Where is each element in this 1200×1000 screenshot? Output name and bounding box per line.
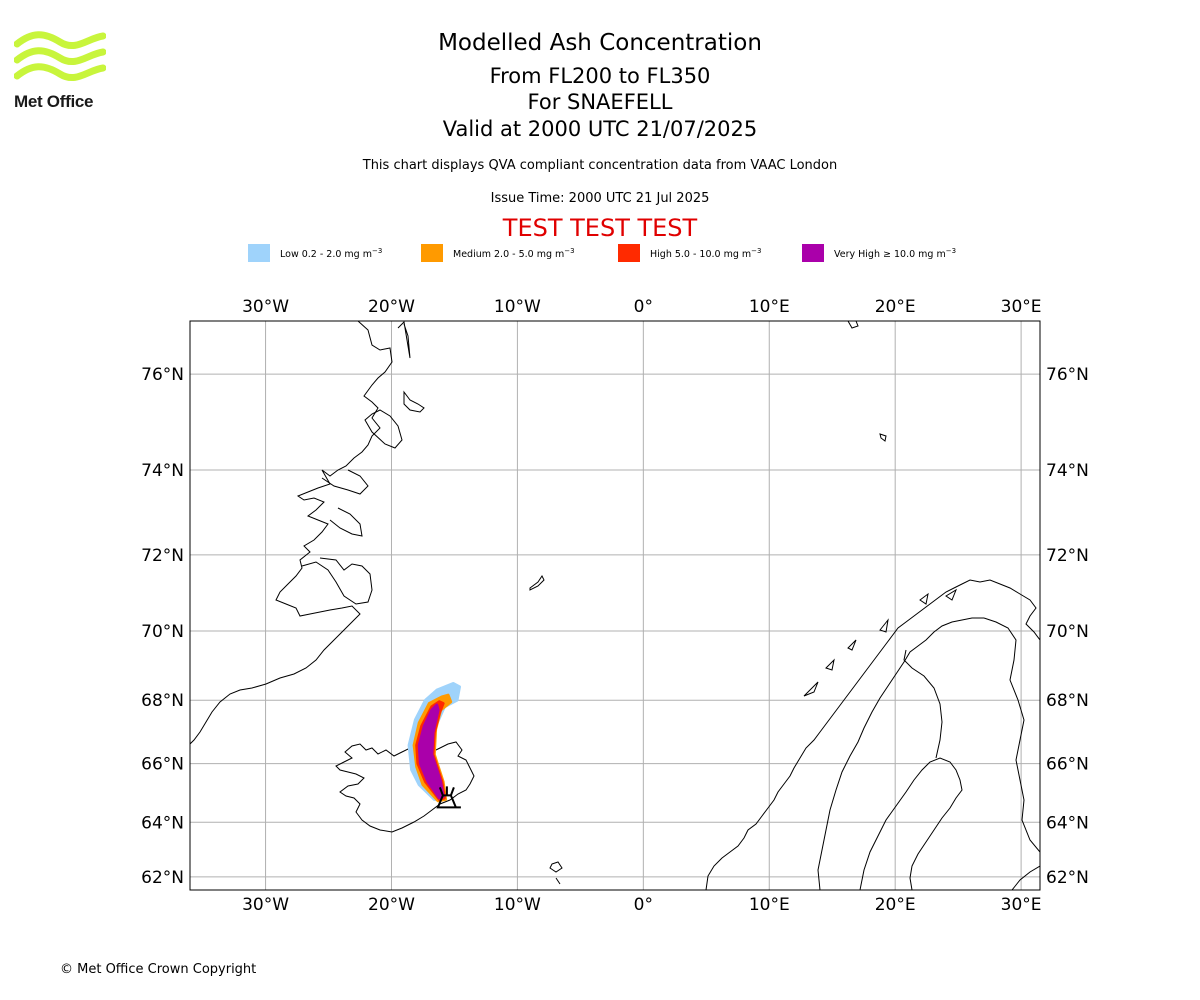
- lon-tick-label-top: 30°E: [1001, 297, 1042, 317]
- legend-label-medium: Medium 2.0 - 5.0 mg m: [453, 249, 565, 261]
- lat-tick-label-right: 68°N: [1046, 691, 1089, 711]
- coastline-greenland-fjord-3: [321, 469, 369, 495]
- coastline-iceland: [335, 741, 475, 833]
- axis-labels: 30°W 30°W 20°W 20°W 10°W 10°W 0° 0° 10°E 10°E 20°E…: [141, 297, 1089, 915]
- legend-label-high: High 5.0 - 10.0 mg m: [650, 249, 752, 261]
- met-office-logo: Met Office: [13, 30, 107, 112]
- lat-tick-label-left: 68°N: [141, 691, 184, 711]
- lat-tick-label-left: 64°N: [141, 813, 184, 833]
- volcano-symbol: [436, 786, 461, 809]
- legend-swatch-medium: [421, 244, 443, 262]
- coastline-finland-south: [1011, 865, 1040, 890]
- coastline-greenland-fjord-5: [301, 557, 373, 605]
- lon-tick-label-bottom: 10°W: [494, 895, 541, 915]
- lat-tick-label-left: 66°N: [141, 755, 184, 775]
- coastline-gulf-of-bothnia: [859, 757, 963, 890]
- lat-tick-label-left: 74°N: [141, 461, 184, 481]
- lon-tick-label-bottom: 10°E: [749, 895, 790, 915]
- lat-tick-label-right: 62°N: [1046, 868, 1089, 888]
- legend-swatch-very-high: [802, 244, 824, 262]
- volcano-marker-icon: [436, 786, 461, 809]
- flight-level-range: From FL200 to FL350: [489, 64, 711, 88]
- logo-wave-2: [13, 47, 107, 66]
- lat-tick-label-right: 64°N: [1046, 813, 1089, 833]
- lat-tick-label-right: 66°N: [1046, 755, 1089, 775]
- issue-time: Issue Time: 2000 UTC 21 Jul 2025: [490, 191, 710, 206]
- volcano-name: For SNAEFELL: [527, 90, 673, 114]
- lon-tick-label-bottom: 30°W: [242, 895, 289, 915]
- lat-tick-label-right: 72°N: [1046, 546, 1089, 566]
- coastlines: [190, 321, 1040, 890]
- legend-exp-high: −3: [751, 247, 762, 255]
- lon-tick-label-bottom: 0°: [634, 895, 653, 915]
- lon-tick-label-top: 10°W: [494, 297, 541, 317]
- lon-tick-label-bottom: 30°E: [1001, 895, 1042, 915]
- legend-label-low: Low 0.2 - 2.0 mg m: [280, 249, 372, 261]
- coastline-greenland-fjord-4: [329, 507, 363, 537]
- logo-waves-icon: [13, 31, 107, 82]
- coastline-svalbard: [847, 321, 859, 329]
- data-source-note: This chart displays QVA compliant concen…: [362, 158, 838, 173]
- coastline-norway-islands: [803, 588, 958, 697]
- valid-time: Valid at 2000 UTC 21/07/2025: [442, 117, 758, 141]
- lat-tick-label-right: 74°N: [1046, 461, 1089, 481]
- lon-tick-label-top: 20°W: [368, 297, 415, 317]
- border-norway-sweden: [817, 617, 984, 890]
- lon-tick-label-bottom: 20°W: [368, 895, 415, 915]
- lat-tick-label-left: 72°N: [141, 546, 184, 566]
- legend-exp-very-high: −3: [945, 247, 957, 255]
- lat-tick-label-left: 76°N: [141, 365, 184, 385]
- legend-swatch-low: [248, 244, 270, 262]
- lat-tick-label-left: 62°N: [141, 868, 184, 888]
- coastline-greenland-fjord-1: [397, 321, 411, 359]
- logo-wave-3: [13, 63, 107, 82]
- lat-tick-label-right: 76°N: [1046, 365, 1089, 385]
- ash-plume-very-high: [417, 703, 445, 800]
- legend-exp-low: −3: [372, 247, 383, 255]
- coastline-jan-mayen: [529, 575, 545, 591]
- copyright-notice: © Met Office Crown Copyright: [60, 962, 257, 977]
- coastline-norway: [705, 579, 1040, 890]
- coastline-greenland-island: [403, 390, 425, 413]
- border-finland-russia: [983, 617, 1040, 853]
- border-sweden-finland: [903, 649, 943, 759]
- chart-title: Modelled Ash Concentration: [438, 30, 762, 56]
- test-banner: TEST TEST TEST: [502, 214, 698, 242]
- legend-swatch-high: [618, 244, 640, 262]
- coastline-greenland-fjord-2: [364, 409, 403, 449]
- lat-tick-label-right: 70°N: [1046, 622, 1089, 642]
- map-gridlines: [190, 321, 1040, 890]
- ash-plume: [407, 682, 461, 803]
- lon-tick-label-top: 20°E: [875, 297, 916, 317]
- legend-exp-medium: −3: [564, 247, 575, 255]
- lon-tick-label-top: 10°E: [749, 297, 790, 317]
- map-frame: [189, 320, 1041, 891]
- lon-tick-label-top: 30°W: [242, 297, 289, 317]
- legend-label-very-high: Very High ≥ 10.0 mg m: [834, 249, 946, 261]
- logo-text: Met Office: [14, 92, 94, 111]
- lon-tick-label-bottom: 20°E: [875, 895, 916, 915]
- lon-tick-label-top: 0°: [634, 297, 653, 317]
- coastline-bear-island: [879, 433, 887, 442]
- logo-wave-1: [13, 31, 107, 50]
- lat-tick-label-left: 70°N: [141, 622, 184, 642]
- coastline-faroes: [549, 861, 563, 885]
